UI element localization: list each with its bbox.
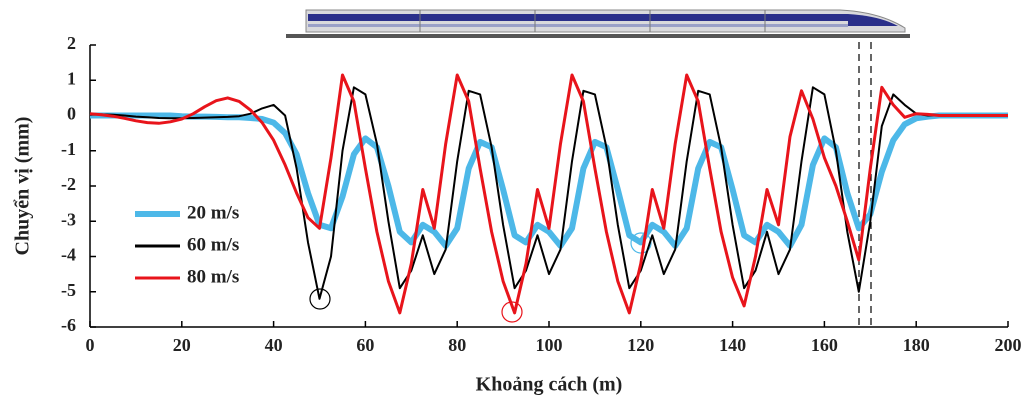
x-axis-title: Khoảng cách (m) — [476, 374, 623, 396]
highlight-circle — [309, 288, 331, 310]
x-tick-label: 0 — [86, 335, 95, 355]
y-axis-title: Chuyển vị (mm) — [12, 117, 34, 256]
x-tick-label: 100 — [536, 335, 563, 355]
y-tick-label: -6 — [61, 315, 76, 335]
y-tick-label: 2 — [67, 33, 76, 53]
y-tick-label: -2 — [61, 174, 76, 194]
legend-label: 60 m/s — [187, 234, 239, 255]
x-tick-label: 60 — [356, 335, 374, 355]
x-tick-label: 20 — [173, 335, 191, 355]
y-tick-label: -3 — [61, 209, 76, 229]
x-tick-label: 160 — [811, 335, 838, 355]
x-tick-label: 180 — [903, 335, 930, 355]
x-tick-label: 140 — [719, 335, 746, 355]
y-tick-label: 1 — [67, 68, 76, 88]
x-tick-label: 80 — [448, 335, 466, 355]
data-line — [90, 112, 1008, 249]
y-tick-label: -5 — [61, 280, 76, 300]
y-tick-label: -4 — [61, 245, 76, 265]
x-tick-label: 40 — [265, 335, 283, 355]
data-line — [89, 86, 1008, 300]
x-tick-label: 120 — [627, 335, 654, 355]
train-illustration — [286, 9, 910, 38]
legend-label: 20 m/s — [187, 202, 239, 223]
y-tick-label: 0 — [67, 104, 76, 124]
y-tick-label: -1 — [61, 139, 76, 159]
data-line — [89, 73, 1008, 315]
legend-label: 80 m/s — [187, 266, 239, 287]
x-tick-label: 200 — [995, 335, 1022, 355]
